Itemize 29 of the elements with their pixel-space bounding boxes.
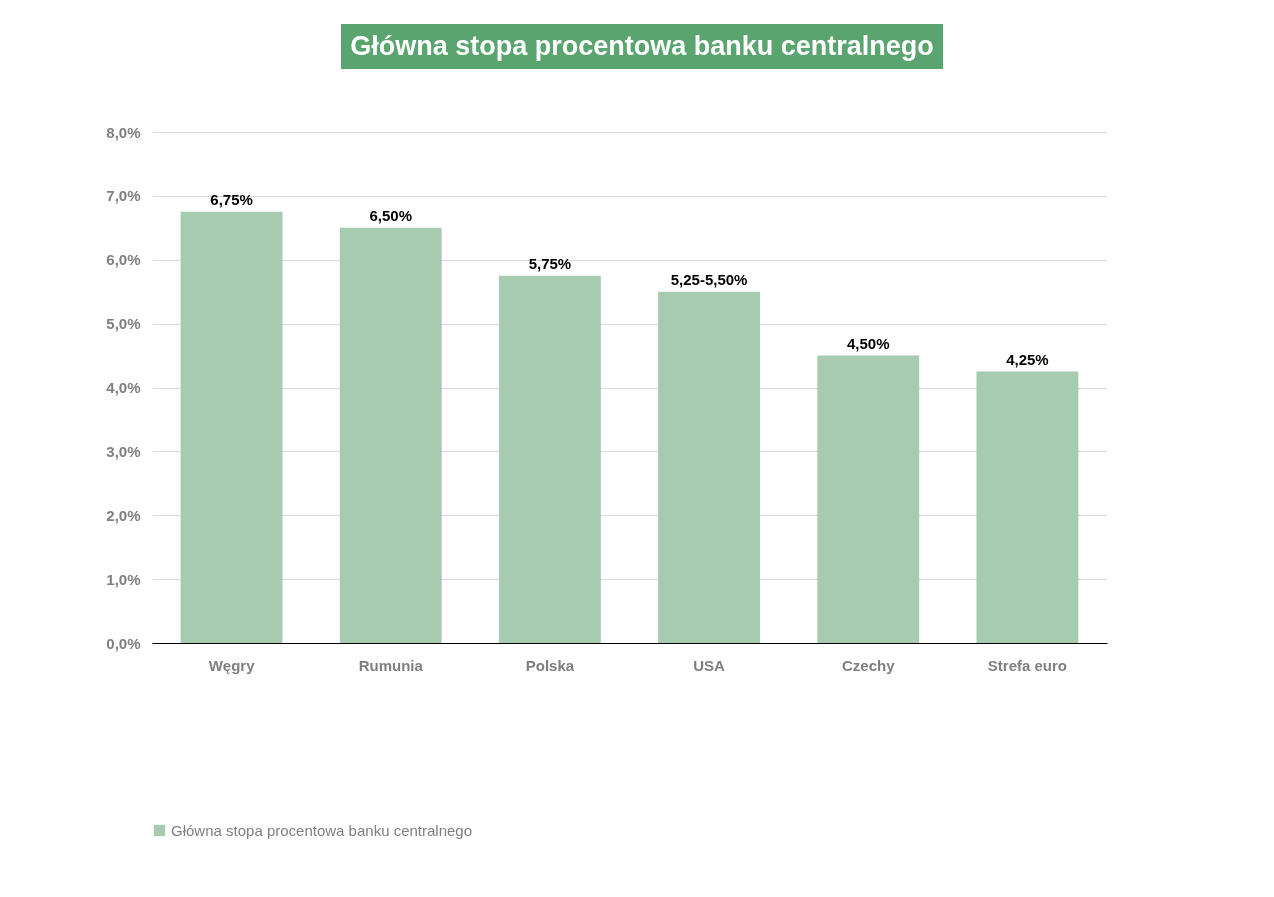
text: 4,50% (846, 334, 890, 352)
y-tick-label: 3,0% (106, 442, 141, 460)
y-tick-label: 7,0% (106, 187, 141, 205)
text: 6,50% (369, 206, 413, 224)
bar (817, 355, 920, 643)
y-tick-label: 4,0% (106, 379, 141, 396)
x-tick-label: Strefa euro (987, 656, 1068, 674)
y-tick-label: 2,0% (106, 506, 141, 524)
x-tick-label: Węgry (208, 656, 256, 674)
y-tick-label: 6,0% (106, 251, 141, 269)
x-tick-label: Polska (525, 656, 575, 674)
chart-title: Główna stopa procentowa banku centralnego (341, 24, 943, 69)
bar (180, 211, 283, 643)
text: 4,25% (1006, 350, 1049, 368)
text: 5,75% (528, 254, 572, 272)
x-tick-label: Rumunia (358, 656, 424, 674)
bar (976, 371, 1079, 643)
bar (658, 291, 761, 643)
text: 6,75% (210, 190, 253, 208)
y-tick-label: 5,0% (106, 315, 141, 333)
bar (339, 227, 442, 643)
legend-label: Główna stopa procentowa banku centralnego (171, 821, 473, 839)
y-tick-label: 0,0% (106, 634, 141, 652)
bar (498, 275, 601, 643)
y-tick-label: 1,0% (106, 570, 141, 588)
x-tick-label: Czechy (841, 656, 896, 674)
y-tick-label: 8,0% (106, 123, 141, 141)
x-tick-label: USA (693, 656, 726, 674)
text: 5,25-5,50% (670, 270, 748, 288)
